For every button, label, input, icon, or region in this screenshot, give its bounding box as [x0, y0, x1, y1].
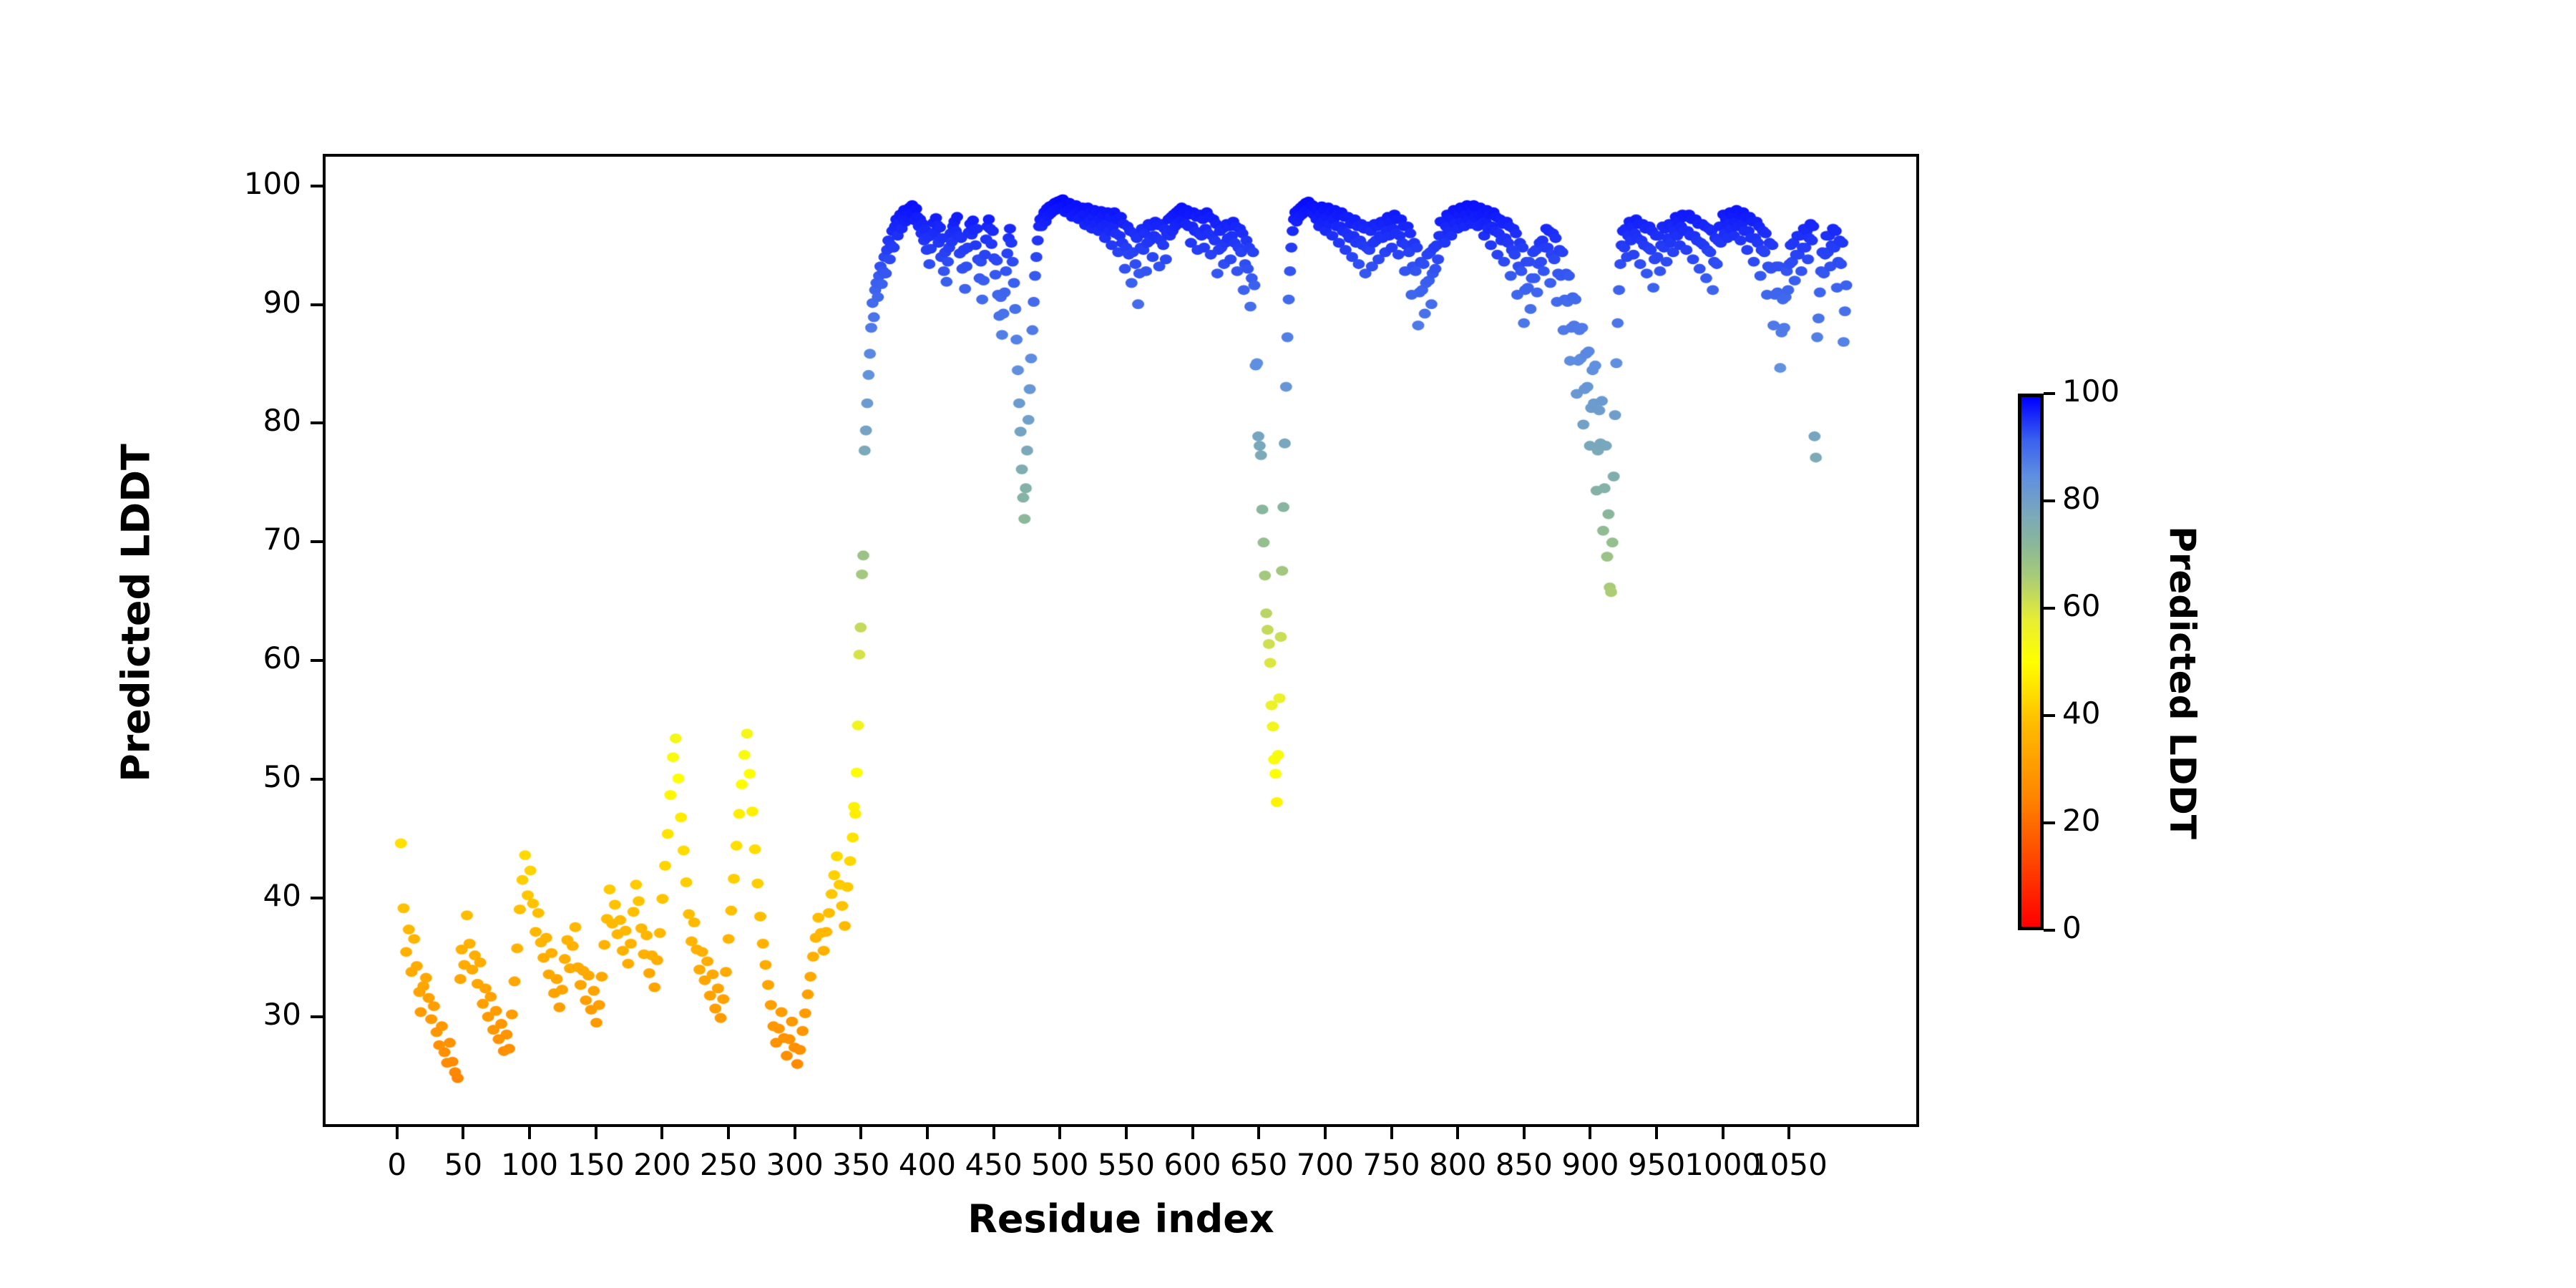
x-tick-mark	[1787, 1127, 1791, 1139]
x-tick-mark	[1456, 1127, 1460, 1139]
y-tick-label: 80	[263, 403, 301, 439]
y-tick-label: 90	[263, 284, 301, 320]
y-tick-mark	[311, 303, 323, 306]
x-tick-label: 750	[1362, 1147, 1420, 1182]
x-tick-mark	[1522, 1127, 1526, 1139]
y-tick-label: 60	[263, 640, 301, 676]
plot-axes	[323, 154, 1919, 1127]
x-tick-label: 250	[699, 1147, 758, 1182]
x-tick-mark	[727, 1127, 730, 1139]
colorbar-tick-mark	[2044, 607, 2055, 610]
x-tick-mark	[1058, 1127, 1062, 1139]
x-tick-mark	[1323, 1127, 1327, 1139]
x-tick-mark	[660, 1127, 664, 1139]
x-tick-label: 600	[1163, 1147, 1221, 1182]
x-tick-label: 150	[567, 1147, 625, 1182]
x-tick-mark	[925, 1127, 929, 1139]
y-tick-mark	[311, 421, 323, 425]
y-tick-label: 50	[263, 759, 301, 795]
x-tick-mark	[462, 1127, 465, 1139]
colorbar-tick-mark	[2044, 929, 2055, 932]
x-tick-mark	[1124, 1127, 1128, 1139]
colorbar-tick-mark	[2044, 821, 2055, 824]
y-tick-mark	[311, 896, 323, 899]
x-tick-mark	[992, 1127, 995, 1139]
y-tick-mark	[311, 184, 323, 187]
colorbar-tick-mark	[2044, 714, 2055, 717]
colorbar-tick-mark	[2044, 499, 2055, 502]
y-tick-mark	[311, 1015, 323, 1018]
colorbar-tick-label: 40	[2062, 696, 2101, 731]
x-tick-label: 50	[444, 1147, 483, 1182]
x-tick-label: 200	[633, 1147, 691, 1182]
x-tick-label: 1050	[1750, 1147, 1828, 1182]
colorbar	[2018, 394, 2044, 930]
x-tick-mark	[1390, 1127, 1393, 1139]
y-tick-mark	[311, 659, 323, 663]
y-tick-label: 30	[263, 996, 301, 1032]
x-axis-label: Residue index	[967, 1196, 1274, 1241]
x-tick-mark	[1721, 1127, 1724, 1139]
x-tick-mark	[395, 1127, 399, 1139]
x-tick-mark	[594, 1127, 597, 1139]
y-tick-mark	[311, 540, 323, 544]
x-tick-mark	[1655, 1127, 1659, 1139]
y-tick-label: 70	[263, 522, 301, 557]
y-tick-label: 40	[263, 877, 301, 913]
scatter-plot-canvas	[326, 157, 1916, 1124]
y-axis-label: Predicted LDDT	[113, 444, 159, 782]
x-tick-label: 100	[500, 1147, 559, 1182]
x-tick-mark	[1257, 1127, 1261, 1139]
colorbar-label: Predicted LDDT	[2162, 526, 2203, 839]
x-tick-label: 900	[1561, 1147, 1619, 1182]
x-tick-label: 700	[1296, 1147, 1354, 1182]
x-tick-label: 950	[1628, 1147, 1686, 1182]
colorbar-tick-label: 60	[2062, 588, 2101, 623]
colorbar-tick-label: 20	[2062, 803, 2101, 838]
colorbar-tick-label: 80	[2062, 481, 2101, 516]
x-tick-label: 300	[766, 1147, 824, 1182]
x-tick-label: 850	[1495, 1147, 1553, 1182]
x-tick-mark	[793, 1127, 796, 1139]
y-tick-mark	[311, 778, 323, 781]
x-tick-label: 400	[898, 1147, 957, 1182]
x-tick-mark	[859, 1127, 863, 1139]
x-tick-label: 1000	[1684, 1147, 1762, 1182]
x-tick-label: 500	[1031, 1147, 1089, 1182]
colorbar-tick-mark	[2044, 392, 2055, 395]
colorbar-tick-label: 100	[2062, 374, 2120, 409]
y-tick-label: 100	[243, 165, 301, 201]
x-tick-mark	[528, 1127, 532, 1139]
x-tick-label: 650	[1230, 1147, 1288, 1182]
x-tick-label: 0	[387, 1147, 407, 1182]
x-tick-label: 800	[1429, 1147, 1487, 1182]
x-tick-label: 450	[965, 1147, 1023, 1182]
colorbar-gradient	[2021, 397, 2040, 927]
x-tick-mark	[1589, 1127, 1592, 1139]
x-tick-mark	[1191, 1127, 1194, 1139]
colorbar-tick-label: 0	[2062, 910, 2082, 945]
x-tick-label: 550	[1097, 1147, 1155, 1182]
x-tick-label: 350	[832, 1147, 890, 1182]
